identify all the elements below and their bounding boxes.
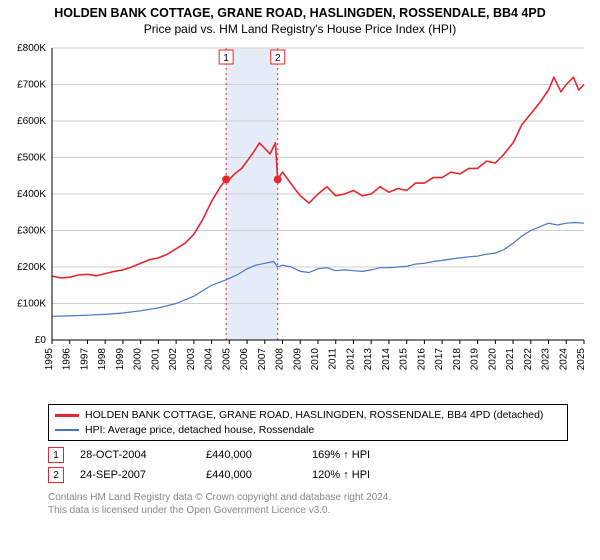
svg-text:2020: 2020 (487, 348, 498, 371)
svg-text:1999: 1999 (115, 348, 126, 371)
legend-label-price: HOLDEN BANK COTTAGE, GRANE ROAD, HASLING… (85, 408, 543, 423)
chart-title-line2: Price paid vs. HM Land Registry's House … (8, 22, 592, 36)
svg-text:£100K: £100K (17, 299, 46, 310)
svg-text:2000: 2000 (133, 348, 144, 371)
attribution-line2: This data is licensed under the Open Gov… (48, 504, 568, 517)
svg-text:2016: 2016 (416, 348, 427, 371)
chart-title-line1: HOLDEN BANK COTTAGE, GRANE ROAD, HASLING… (8, 6, 592, 20)
chart-area: £0 £100K £200K £300K £400K £500K £600K £700K £80… (0, 38, 600, 398)
svg-text:2010: 2010 (310, 348, 321, 371)
attribution-line1: Contains HM Land Registry data © Crown c… (48, 491, 568, 504)
svg-text:£400K: £400K (17, 189, 46, 200)
svg-text:2004: 2004 (204, 348, 215, 371)
svg-text:2021: 2021 (505, 348, 516, 371)
legend-swatch-price (55, 414, 79, 417)
svg-text:1998: 1998 (97, 348, 108, 371)
marker-pct-1: 169% ↑ HPI (312, 449, 370, 461)
marker-pct-2: 120% ↑ HPI (312, 469, 370, 481)
svg-text:2007: 2007 (257, 348, 268, 371)
svg-text:£300K: £300K (17, 226, 46, 237)
legend-row-price: HOLDEN BANK COTTAGE, GRANE ROAD, HASLING… (55, 408, 561, 423)
svg-text:2008: 2008 (275, 348, 286, 371)
svg-text:2017: 2017 (434, 348, 445, 371)
svg-text:£800K: £800K (17, 43, 46, 54)
svg-text:1996: 1996 (62, 348, 73, 371)
line-chart-svg: £0 £100K £200K £300K £400K £500K £600K £700K £80… (0, 38, 600, 398)
svg-text:£600K: £600K (17, 116, 46, 127)
svg-text:2025: 2025 (576, 348, 587, 371)
svg-text:2019: 2019 (470, 348, 481, 371)
marker-badge-1: 1 (48, 447, 64, 463)
marker-date-2: 24-SEP-2007 (80, 469, 190, 481)
marker-badge-2: 2 (48, 467, 64, 483)
svg-text:2011: 2011 (328, 348, 339, 370)
marker-table: 1 28-OCT-2004 £440,000 169% ↑ HPI 2 24-S… (48, 445, 568, 485)
svg-text:£200K: £200K (17, 262, 46, 273)
legend: HOLDEN BANK COTTAGE, GRANE ROAD, HASLING… (48, 404, 568, 441)
svg-text:£700K: £700K (17, 80, 46, 91)
marker-price-2: £440,000 (206, 469, 296, 481)
marker-row-2: 2 24-SEP-2007 £440,000 120% ↑ HPI (48, 465, 568, 485)
marker-date-1: 28-OCT-2004 (80, 449, 190, 461)
svg-text:2012: 2012 (345, 348, 356, 371)
svg-text:2009: 2009 (292, 348, 303, 371)
svg-text:2015: 2015 (399, 348, 410, 371)
marker-price-1: £440,000 (206, 449, 296, 461)
svg-text:1: 1 (223, 53, 229, 64)
svg-text:2: 2 (275, 53, 281, 64)
svg-text:2005: 2005 (221, 348, 232, 371)
marker-row-1: 1 28-OCT-2004 £440,000 169% ↑ HPI (48, 445, 568, 465)
svg-text:1997: 1997 (79, 348, 90, 371)
legend-label-hpi: HPI: Average price, detached house, Ross… (85, 423, 314, 438)
svg-text:2002: 2002 (168, 348, 179, 371)
svg-text:£500K: £500K (17, 153, 46, 164)
svg-text:2023: 2023 (541, 348, 552, 371)
svg-text:2018: 2018 (452, 348, 463, 371)
svg-text:2024: 2024 (558, 348, 569, 371)
svg-text:2022: 2022 (523, 348, 534, 371)
svg-text:2006: 2006 (239, 348, 250, 371)
svg-text:1995: 1995 (44, 348, 55, 371)
attribution: Contains HM Land Registry data © Crown c… (48, 491, 568, 517)
svg-text:£0: £0 (35, 335, 47, 346)
svg-text:2014: 2014 (381, 348, 392, 371)
legend-swatch-hpi (55, 429, 79, 431)
svg-text:2013: 2013 (363, 348, 374, 371)
legend-row-hpi: HPI: Average price, detached house, Ross… (55, 423, 561, 438)
svg-text:2003: 2003 (186, 348, 197, 371)
svg-text:2001: 2001 (150, 348, 161, 371)
